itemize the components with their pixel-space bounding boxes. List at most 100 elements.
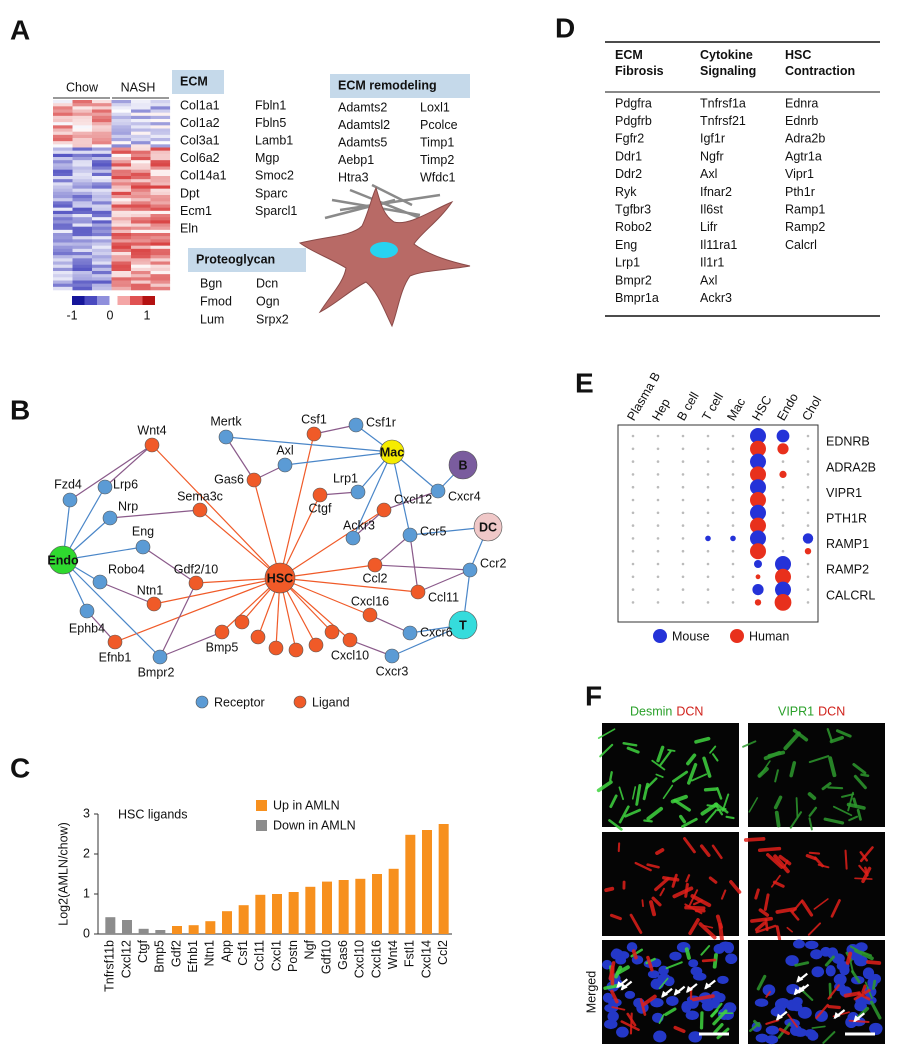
stain-signal <box>684 903 703 915</box>
gene-name: Ogn <box>256 294 280 308</box>
heatmap-cell <box>72 157 93 161</box>
background-dot <box>631 511 635 515</box>
network-edge <box>99 581 155 605</box>
network-edge <box>109 509 201 519</box>
heatmap-cell <box>72 172 93 177</box>
stain-signal <box>699 844 711 857</box>
stain-signal <box>711 844 723 860</box>
heatmap-cell <box>53 157 73 161</box>
heatmap-cell <box>150 277 171 281</box>
stain-signal <box>854 877 873 880</box>
background-dot <box>631 549 635 553</box>
x-tick-label: Cxcl10 <box>353 940 367 978</box>
stain-signal <box>813 898 829 910</box>
nucleus <box>607 1011 619 1022</box>
stain-signal <box>795 797 799 818</box>
background-dot <box>781 511 785 515</box>
heatmap-cell <box>131 226 151 231</box>
heatmap-cell <box>92 226 112 231</box>
heatmap-cell <box>150 157 171 161</box>
x-tick-label: Cxcl12 <box>119 940 133 978</box>
heatmap-cell <box>72 141 93 145</box>
table-cell: Fgfr2 <box>615 132 644 146</box>
heatmap-cell <box>92 214 112 218</box>
colorbar-swatch <box>117 296 130 305</box>
background-dot <box>731 588 735 591</box>
stain-signal <box>654 877 670 892</box>
heatmap-cell <box>53 226 73 231</box>
network-node <box>107 634 123 650</box>
network-node <box>376 502 392 518</box>
x-tick-label: Gdf2 <box>169 940 183 967</box>
heatmap-cell <box>150 201 171 205</box>
heatmap-cell <box>131 207 151 212</box>
heatmap-cell <box>53 274 73 278</box>
heatmap-cell <box>92 195 112 199</box>
stain-signal <box>792 728 809 742</box>
background-dot <box>731 524 735 527</box>
heatmap-cell <box>111 242 132 246</box>
colorbar-tick: 0 <box>107 308 114 322</box>
panel-label: B <box>10 394 30 425</box>
colorbar-tick: -1 <box>66 308 77 322</box>
network-node <box>402 625 418 641</box>
stain-signal <box>789 811 803 829</box>
heatmap-cell <box>53 207 73 212</box>
stain-signal <box>765 990 772 998</box>
heatmap-cell <box>92 255 112 259</box>
nucleus <box>624 990 636 999</box>
expression-dot <box>750 530 766 547</box>
heatmap-cell <box>72 185 93 189</box>
background-dot <box>706 575 710 579</box>
network-node <box>410 584 426 600</box>
node-label: Lrp6 <box>113 477 138 491</box>
gene-name: Col1a1 <box>180 98 220 112</box>
nucleus <box>772 1005 786 1017</box>
nucleus <box>647 970 660 979</box>
heatmap-cell <box>111 204 132 208</box>
heatmap-cell <box>111 220 132 224</box>
heatmap-cell <box>72 271 93 275</box>
background-dot <box>781 524 785 527</box>
stain-signal <box>829 735 844 744</box>
table-cell: Bmpr2 <box>615 273 652 287</box>
heatmap-cell <box>92 147 112 151</box>
heatmap-cell <box>131 248 151 253</box>
heatmap-cell <box>72 191 93 196</box>
heatmap-cell <box>72 195 93 199</box>
heatmap-cell <box>53 267 73 272</box>
background-dot <box>656 588 660 591</box>
heatmap <box>53 100 171 291</box>
heatmap-cell <box>53 172 73 177</box>
background-dot <box>631 473 635 476</box>
stain-signal <box>852 763 867 775</box>
node-label: Cxcr3 <box>376 664 409 678</box>
x-tick-label: Gas6 <box>336 940 350 970</box>
network-edge <box>279 577 419 593</box>
background-dot <box>681 434 685 438</box>
heatmap-cell <box>53 195 73 199</box>
network-node <box>192 502 208 518</box>
nucleus <box>839 965 850 976</box>
expression-dot <box>754 599 762 606</box>
stain-signal <box>658 1013 665 1024</box>
network-node <box>324 624 340 640</box>
network-node <box>92 574 108 590</box>
heatmap-cell <box>72 258 93 262</box>
heatmap-cell <box>131 119 151 123</box>
heatmap-cell <box>131 128 151 132</box>
expression-dot <box>755 574 761 580</box>
stain-signal <box>690 773 707 782</box>
background-dot <box>806 460 810 463</box>
stain-signal <box>618 805 630 824</box>
table-cell: Pdgfrb <box>615 114 652 128</box>
background-dot <box>681 473 685 476</box>
heatmap-cell <box>131 229 151 234</box>
background-dot <box>681 498 685 502</box>
panel-label: E <box>575 367 594 398</box>
heatmap-cell <box>111 144 132 148</box>
node-label: Efnb1 <box>99 650 132 664</box>
node-label: Ctgf <box>309 501 332 515</box>
background-dot <box>781 537 785 540</box>
background-dot <box>631 562 635 566</box>
